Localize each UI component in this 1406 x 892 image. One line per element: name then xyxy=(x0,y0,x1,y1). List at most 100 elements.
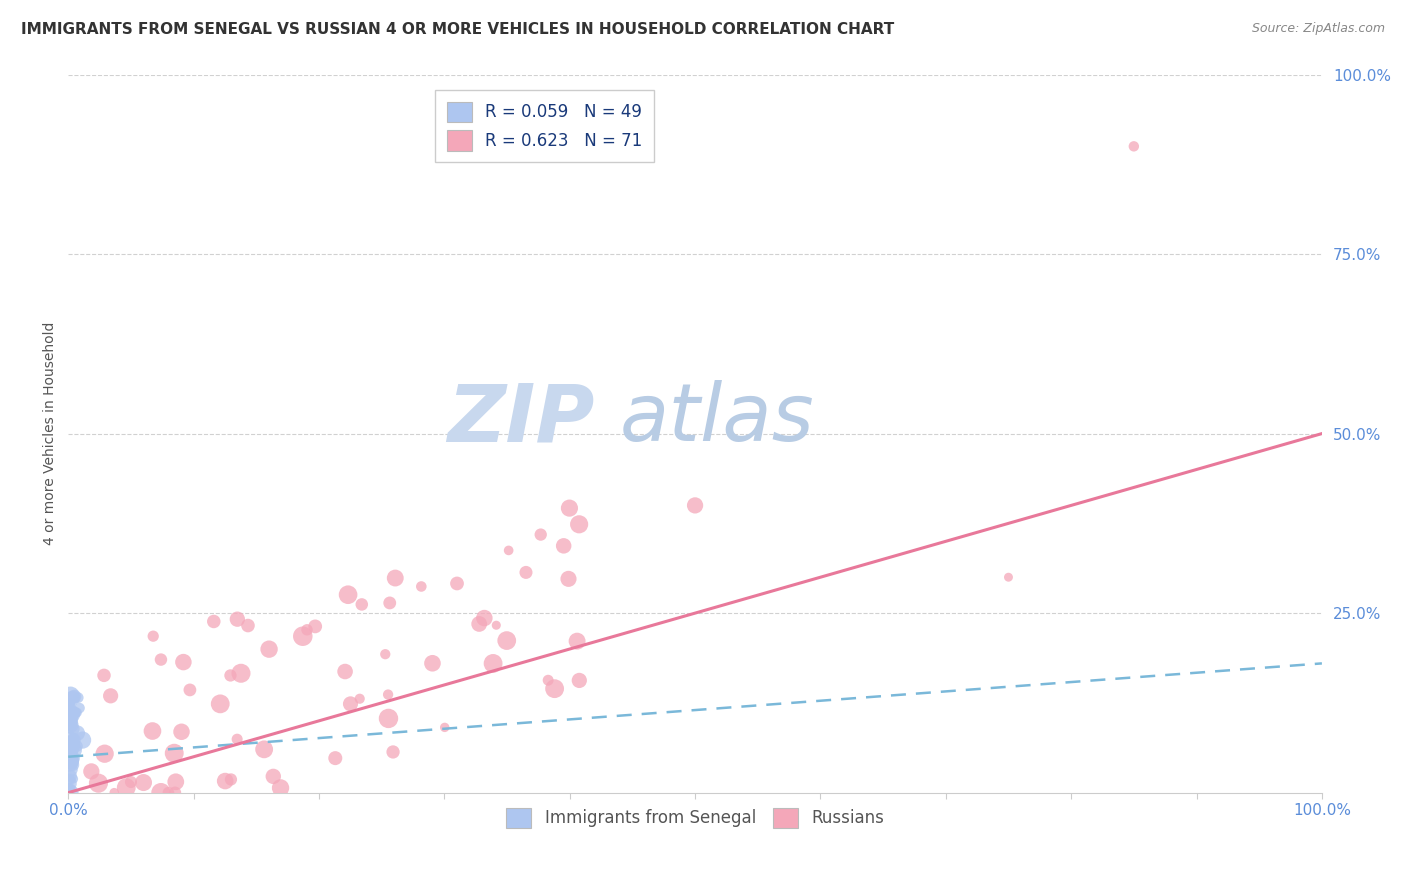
Point xyxy=(374,647,396,661)
Point xyxy=(226,612,249,626)
Point xyxy=(60,751,83,765)
Point xyxy=(103,786,125,800)
Point xyxy=(291,629,314,643)
Point xyxy=(382,745,405,759)
Point xyxy=(236,618,259,632)
Point xyxy=(58,711,80,725)
Point xyxy=(60,755,83,769)
Point xyxy=(339,697,361,711)
Point xyxy=(63,690,86,704)
Point xyxy=(568,673,591,688)
Point xyxy=(323,751,346,765)
Point xyxy=(58,776,80,790)
Point xyxy=(568,517,591,532)
Text: ZIP: ZIP xyxy=(447,380,595,458)
Point xyxy=(59,744,82,758)
Point xyxy=(170,724,193,739)
Point xyxy=(87,776,110,790)
Point xyxy=(58,756,80,770)
Point xyxy=(270,780,292,795)
Point xyxy=(482,657,505,671)
Point xyxy=(219,772,242,787)
Point xyxy=(60,691,83,706)
Point xyxy=(179,682,201,697)
Point xyxy=(377,688,399,702)
Point xyxy=(58,711,80,725)
Point xyxy=(93,747,115,761)
Point xyxy=(515,566,537,580)
Point xyxy=(253,742,276,756)
Point xyxy=(93,668,115,682)
Point xyxy=(543,681,565,696)
Point xyxy=(141,724,163,739)
Point xyxy=(257,642,280,657)
Point xyxy=(60,707,83,722)
Point xyxy=(62,715,84,730)
Point xyxy=(304,619,326,633)
Point xyxy=(59,781,82,796)
Point xyxy=(172,655,194,669)
Point xyxy=(58,714,80,728)
Point xyxy=(58,762,80,776)
Point xyxy=(66,739,89,753)
Point xyxy=(1122,139,1144,153)
Point xyxy=(349,691,371,706)
Point xyxy=(58,700,80,714)
Point xyxy=(378,596,401,610)
Point xyxy=(59,705,82,719)
Point xyxy=(62,733,84,747)
Point xyxy=(60,737,83,751)
Point xyxy=(66,706,89,720)
Point xyxy=(498,543,520,558)
Point xyxy=(262,769,284,783)
Point xyxy=(59,733,82,747)
Point xyxy=(468,616,491,631)
Point xyxy=(495,633,517,648)
Point xyxy=(163,786,186,800)
Point xyxy=(59,718,82,732)
Point xyxy=(472,611,495,625)
Point xyxy=(58,697,80,711)
Point xyxy=(58,714,80,729)
Point xyxy=(446,576,468,591)
Point xyxy=(100,689,122,703)
Y-axis label: 4 or more Vehicles in Household: 4 or more Vehicles in Household xyxy=(44,322,58,545)
Point xyxy=(59,738,82,752)
Point xyxy=(333,665,356,679)
Point xyxy=(433,720,456,734)
Point xyxy=(80,764,103,779)
Point xyxy=(63,706,86,720)
Point xyxy=(59,785,82,799)
Point xyxy=(59,707,82,722)
Point xyxy=(683,499,706,513)
Point xyxy=(149,652,172,666)
Point xyxy=(384,571,406,585)
Point xyxy=(69,701,91,715)
Point xyxy=(229,666,252,681)
Point xyxy=(377,711,399,725)
Point xyxy=(62,772,84,786)
Point xyxy=(58,780,80,795)
Point xyxy=(565,634,588,648)
Point xyxy=(149,786,172,800)
Point xyxy=(157,786,180,800)
Text: IMMIGRANTS FROM SENEGAL VS RUSSIAN 4 OR MORE VEHICLES IN HOUSEHOLD CORRELATION C: IMMIGRANTS FROM SENEGAL VS RUSSIAN 4 OR … xyxy=(21,22,894,37)
Point xyxy=(62,722,84,736)
Point xyxy=(59,740,82,755)
Point xyxy=(59,753,82,767)
Point xyxy=(63,743,86,757)
Point xyxy=(120,775,142,789)
Point xyxy=(60,738,83,752)
Point xyxy=(422,657,444,671)
Point xyxy=(163,746,186,760)
Point xyxy=(350,598,373,612)
Point xyxy=(209,697,232,711)
Point xyxy=(59,769,82,783)
Point xyxy=(58,755,80,769)
Point xyxy=(337,588,360,602)
Point xyxy=(72,733,94,747)
Point xyxy=(219,668,242,682)
Point xyxy=(411,579,433,593)
Text: atlas: atlas xyxy=(620,380,814,458)
Point xyxy=(132,775,155,789)
